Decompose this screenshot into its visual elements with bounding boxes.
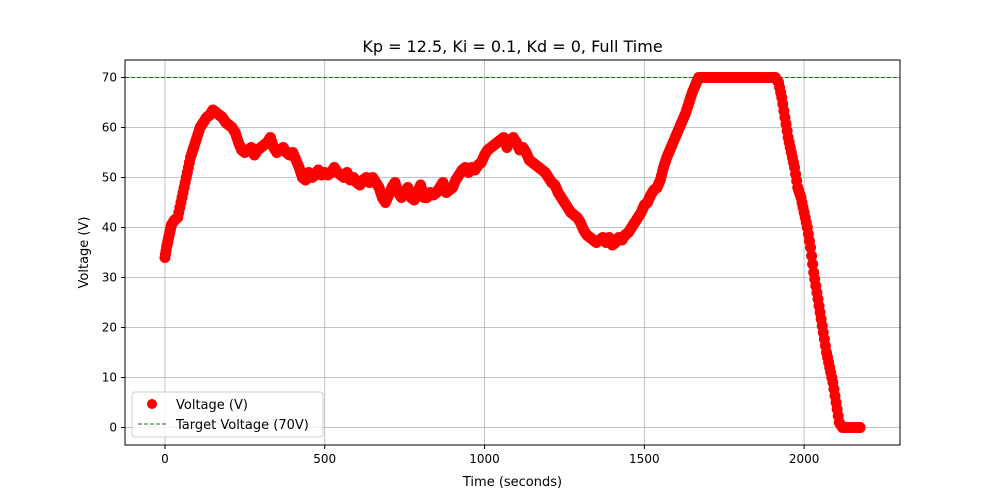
x-tick-label: 2000: [789, 452, 820, 466]
voltage-point: [854, 422, 866, 433]
voltage-point: [806, 250, 818, 262]
chart-title: Kp = 12.5, Ki = 0.1, Kd = 0, Full Time: [362, 37, 662, 56]
x-axis-ticks: 0 500 1000 1500 2000: [161, 445, 819, 466]
x-tick-label: 0: [161, 452, 169, 466]
x-tick-label: 1500: [629, 452, 660, 466]
y-tick-label: 50: [102, 171, 117, 185]
y-tick-label: 20: [102, 321, 117, 335]
y-axis-ticks: 0 10 20 30 40 50 60 70: [102, 71, 125, 435]
y-tick-label: 0: [109, 421, 117, 435]
x-tick-label: 1000: [469, 452, 500, 466]
legend-voltage-label: Voltage (V): [176, 398, 248, 413]
y-tick-label: 70: [102, 71, 117, 85]
voltage-point: [805, 242, 817, 253]
grid: [125, 60, 900, 445]
y-tick-label: 10: [102, 371, 117, 385]
plot-frame: [124, 59, 901, 446]
legend-target-label: Target Voltage (70V): [175, 418, 309, 433]
voltage-point: [807, 258, 819, 270]
legend-box: [131, 391, 324, 438]
x-tick-label: 500: [313, 452, 336, 466]
y-axis-label: Voltage (V): [77, 217, 92, 289]
data-points: [159, 72, 866, 433]
x-axis-label: Time (seconds): [462, 475, 562, 490]
y-tick-label: 40: [102, 221, 117, 235]
y-tick-label: 30: [102, 271, 117, 285]
legend: Voltage (V) Target Voltage (70V): [131, 391, 324, 438]
y-tick-label: 60: [102, 121, 117, 135]
legend-voltage-marker: [147, 399, 157, 409]
